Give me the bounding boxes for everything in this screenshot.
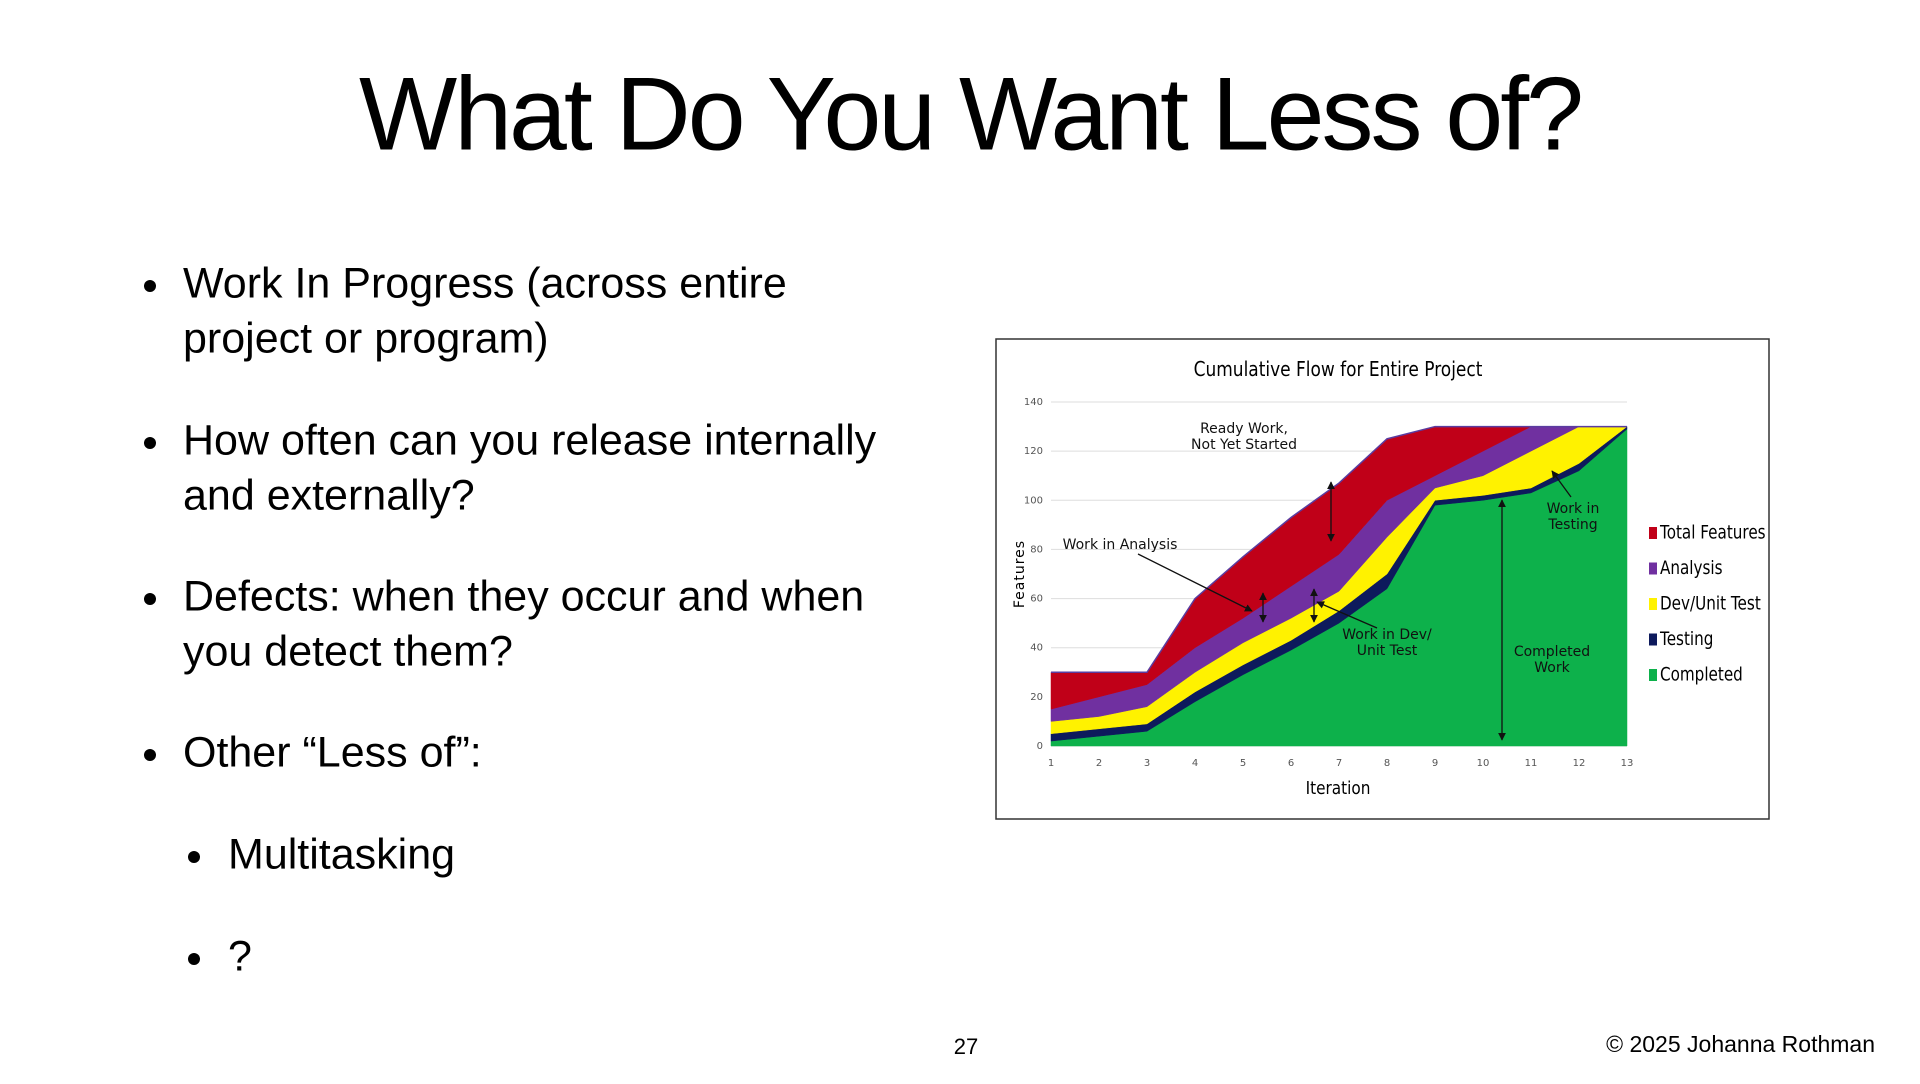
annotation: Unit Test	[1357, 643, 1418, 659]
bullet-text: you detect them?	[183, 627, 513, 675]
x-tick-label: 1	[1048, 758, 1054, 769]
y-tick-label: 0	[1037, 741, 1043, 752]
x-tick-label: 11	[1525, 758, 1538, 769]
bullet-dot	[188, 851, 200, 863]
bullet-text: How often can you release internally	[183, 416, 877, 464]
y-axis-label: Features	[1012, 540, 1028, 608]
bullet-text: Work In Progress (across entire	[183, 259, 787, 307]
x-tick-label: 5	[1240, 758, 1246, 769]
annotation: Completed	[1514, 644, 1590, 660]
bullet-dot	[144, 593, 156, 605]
annotation: Testing	[1547, 517, 1597, 533]
top-outline	[1051, 425, 1627, 674]
x-axis-label: Iteration	[1306, 777, 1371, 799]
annotation: Ready Work,	[1200, 421, 1288, 437]
y-tick-label: 140	[1024, 397, 1043, 408]
x-tick-label: 8	[1384, 758, 1390, 769]
bullet-dot	[144, 749, 156, 761]
y-tick-label: 40	[1030, 643, 1043, 654]
y-tick-label: 20	[1030, 692, 1043, 703]
y-tick-label: 80	[1030, 544, 1043, 555]
copyright: © 2025 Johanna Rothman	[1606, 1031, 1875, 1057]
legend-swatch	[1649, 633, 1657, 646]
chart: Cumulative Flow for Entire Project Itera…	[1012, 359, 1766, 798]
legend-label: Dev/Unit Test	[1660, 593, 1761, 615]
legend-swatch	[1649, 598, 1657, 610]
x-tick-label: 7	[1336, 758, 1342, 769]
bullet-text: Defects: when they occur and when	[183, 572, 864, 620]
legend-swatch	[1649, 562, 1657, 575]
slide-title: What Do You Want Less of?	[359, 56, 1581, 172]
legend-swatch	[1649, 669, 1657, 681]
legend-swatch	[1649, 527, 1657, 539]
y-tick-label: 120	[1024, 446, 1043, 457]
bullet-dot	[188, 953, 200, 965]
x-tick-label: 3	[1144, 758, 1150, 769]
x-tick-label: 13	[1621, 758, 1634, 769]
x-tick-label: 12	[1573, 758, 1586, 769]
annotation: Work in Analysis	[1063, 537, 1178, 553]
annotations: Ready Work, Not Yet Started Work in Anal…	[1063, 421, 1600, 741]
y-tick-label: 100	[1024, 495, 1043, 506]
annotation: Work	[1534, 660, 1570, 676]
annotation: Work in	[1547, 501, 1600, 517]
bullet-text: Other “Less of”:	[183, 728, 482, 776]
y-tick-label: 60	[1030, 594, 1043, 605]
sub-bullet-text: ?	[228, 932, 252, 980]
chart-title: Cumulative Flow for Entire Project	[1194, 359, 1483, 382]
x-tick-label: 4	[1192, 758, 1198, 769]
bullet-list: Work In Progress (across entire project …	[144, 259, 877, 980]
x-tick-label: 2	[1096, 758, 1102, 769]
x-tick-label: 10	[1477, 758, 1490, 769]
bullet-dot	[144, 280, 156, 292]
legend-label: Total Features	[1659, 522, 1765, 544]
legend-label: Completed	[1660, 664, 1743, 686]
bullet-text: project or program)	[183, 314, 549, 362]
legend-label: Testing	[1659, 628, 1713, 650]
arrow	[1316, 601, 1378, 629]
bullet-text: and externally?	[183, 471, 475, 519]
annotation: Not Yet Started	[1191, 437, 1297, 453]
page-number: 27	[954, 1034, 978, 1059]
x-tick-label: 9	[1432, 758, 1438, 769]
legend-label: Analysis	[1660, 557, 1723, 579]
x-tick-label: 6	[1288, 758, 1294, 769]
sub-bullet-text: Multitasking	[228, 830, 455, 878]
annotation: Work in Dev/	[1342, 627, 1432, 643]
arrow	[1551, 470, 1572, 498]
bullet-dot	[144, 437, 156, 449]
arrow	[1137, 553, 1253, 612]
